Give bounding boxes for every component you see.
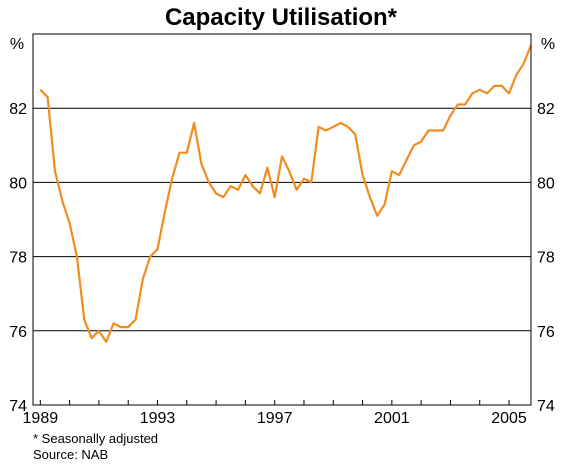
axis-ticks (39, 400, 510, 405)
y-tick-label-right-80: 80 (537, 175, 555, 192)
x-tick-label-1993: 1993 (140, 410, 176, 427)
y-tick-label-right-82: 82 (537, 101, 555, 118)
plot-frame (32, 33, 532, 406)
y-tick-label-left-76: 76 (9, 324, 27, 341)
y-tick-label-left-78: 78 (9, 250, 27, 267)
source-note: Source: NAB (33, 447, 109, 462)
y-tick-label-right-76: 76 (537, 324, 555, 341)
y-tick-label-left-80: 80 (9, 175, 27, 192)
x-tick-label-1989: 1989 (23, 410, 59, 427)
x-tick-labels: 1989 1993 1997 2001 2005 (23, 410, 527, 427)
y-tick-labels: 74 74 76 76 78 78 80 80 82 82 (9, 101, 555, 415)
y-tick-label-left-74: 74 (9, 398, 27, 415)
y-tick-label-right-78: 78 (537, 250, 555, 267)
y-unit-right: % (541, 36, 555, 53)
y-tick-label-left-82: 82 (9, 101, 27, 118)
gridlines (33, 107, 531, 332)
series-line-group (39, 44, 531, 343)
chart-title: Capacity Utilisation* (165, 4, 398, 31)
x-tick-label-1997: 1997 (257, 410, 293, 427)
y-tick-label-right-74: 74 (537, 398, 555, 415)
x-tick-label-2001: 2001 (374, 410, 410, 427)
footnote: * Seasonally adjusted (33, 431, 159, 446)
y-unit-left: % (10, 36, 24, 53)
series-line-capacity-utilisation (39, 44, 531, 343)
x-tick-label-2005: 2005 (491, 410, 527, 427)
